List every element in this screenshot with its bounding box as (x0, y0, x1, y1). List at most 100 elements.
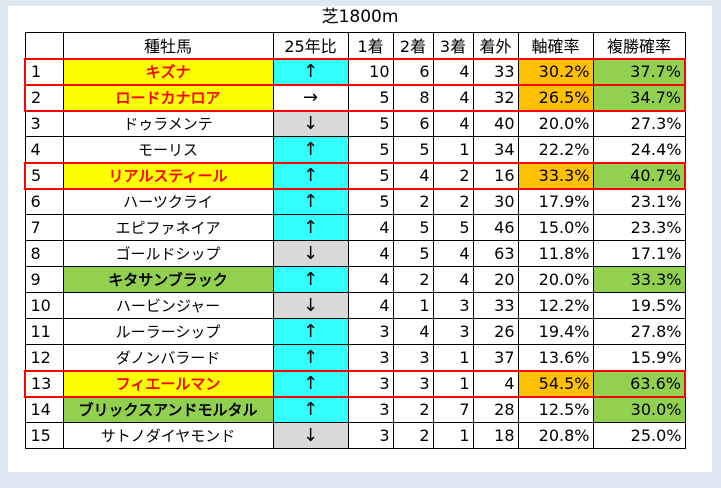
out-count: 28 (472, 396, 519, 423)
table-row: 13 フィエールマン ↑ 3 3 1 4 54.5% 63.6% (24, 369, 686, 398)
table-row: 6 ハーツクライ ↑ 5 2 2 30 17.9% 23.1% (24, 188, 686, 215)
trend-arrow-icon: ↓ (272, 292, 349, 319)
first-count: 5 (347, 83, 394, 112)
trend-arrow-icon: ↑ (272, 161, 349, 190)
axis-rate: 30.2% (517, 57, 594, 86)
place-rate: 24.4% (592, 136, 686, 163)
sire-stats-table: 種牡馬 25年比 1着 2着 3着 着外 軸確率 複勝確率 1 キズナ ↑ 10 6 4 3… (24, 32, 686, 449)
row-number: 8 (24, 240, 64, 267)
third-count: 4 (432, 57, 474, 86)
table-row: 10 ハービンジャー ↓ 4 1 3 33 12.2% 19.5% (24, 292, 686, 319)
second-count: 4 (392, 318, 434, 345)
trend-arrow-icon: ↑ (272, 396, 349, 423)
place-rate: 30.0% (592, 396, 686, 423)
third-count: 2 (432, 161, 474, 190)
out-count: 46 (472, 214, 519, 241)
trend-arrow-icon: ↑ (272, 136, 349, 163)
third-count: 3 (432, 318, 474, 345)
table-row: 11 ルーラーシップ ↑ 3 4 3 26 19.4% 27.8% (24, 318, 686, 345)
out-count: 32 (472, 83, 519, 112)
header-second: 2着 (392, 32, 434, 59)
trend-arrow-icon: ↑ (272, 266, 349, 293)
sire-name: ドゥラメンテ (62, 110, 274, 137)
trend-arrow-icon: ↓ (272, 240, 349, 267)
sire-name: フィエールマン (62, 369, 274, 398)
table-row: 3 ドゥラメンテ ↓ 5 6 4 40 20.0% 27.3% (24, 110, 686, 137)
third-count: 4 (432, 83, 474, 112)
header-axis-rate: 軸確率 (517, 32, 594, 59)
header-row: 種牡馬 25年比 1着 2着 3着 着外 軸確率 複勝確率 (24, 32, 686, 59)
sire-name: ダノンバラード (62, 344, 274, 371)
trend-arrow-icon: ↓ (272, 110, 349, 137)
sire-name: ルーラーシップ (62, 318, 274, 345)
row-number: 11 (24, 318, 64, 345)
table-row: 2 ロードカナロア → 5 8 4 32 26.5% 34.7% (24, 83, 686, 112)
sire-name: ゴールドシップ (62, 240, 274, 267)
out-count: 40 (472, 110, 519, 137)
second-count: 2 (392, 396, 434, 423)
first-count: 10 (347, 57, 394, 86)
row-number: 15 (24, 422, 64, 449)
first-count: 3 (347, 396, 394, 423)
trend-arrow-icon: → (272, 83, 349, 112)
third-count: 3 (432, 292, 474, 319)
place-rate: 34.7% (592, 83, 686, 112)
third-count: 1 (432, 344, 474, 371)
place-rate: 33.3% (592, 266, 686, 293)
out-count: 33 (472, 292, 519, 319)
axis-rate: 19.4% (517, 318, 594, 345)
out-count: 20 (472, 266, 519, 293)
place-rate: 15.9% (592, 344, 686, 371)
table-row: 15 サトノダイヤモンド ↓ 3 2 1 18 20.8% 25.0% (24, 422, 686, 449)
out-count: 63 (472, 240, 519, 267)
row-number: 14 (24, 396, 64, 423)
second-count: 2 (392, 422, 434, 449)
first-count: 4 (347, 266, 394, 293)
place-rate: 19.5% (592, 292, 686, 319)
place-rate: 40.7% (592, 161, 686, 190)
row-number: 2 (24, 83, 64, 112)
row-number: 6 (24, 188, 64, 215)
axis-rate: 54.5% (517, 369, 594, 398)
row-number: 10 (24, 292, 64, 319)
axis-rate: 33.3% (517, 161, 594, 190)
axis-rate: 20.8% (517, 422, 594, 449)
header-no (24, 32, 64, 59)
second-count: 4 (392, 161, 434, 190)
header-out: 着外 (472, 32, 519, 59)
first-count: 4 (347, 292, 394, 319)
trend-arrow-icon: ↑ (272, 344, 349, 371)
sire-name: ハーツクライ (62, 188, 274, 215)
table-row: 4 モーリス ↑ 5 5 1 34 22.2% 24.4% (24, 136, 686, 163)
first-count: 3 (347, 318, 394, 345)
sire-name: キタサンブラック (62, 266, 274, 293)
table-row: 12 ダノンバラード ↑ 3 3 1 37 13.6% 15.9% (24, 344, 686, 371)
header-trend: 25年比 (272, 32, 349, 59)
sire-name: サトノダイヤモンド (62, 422, 274, 449)
first-count: 3 (347, 422, 394, 449)
sire-name: ブリックスアンドモルタル (62, 396, 274, 423)
row-number: 4 (24, 136, 64, 163)
third-count: 1 (432, 369, 474, 398)
first-count: 5 (347, 110, 394, 137)
header-first: 1着 (347, 32, 394, 59)
place-rate: 23.1% (592, 188, 686, 215)
axis-rate: 22.2% (517, 136, 594, 163)
spreadsheet-area: 芝1800m 種牡馬 25年比 1着 2着 3着 着外 軸確率 複勝確率 (8, 6, 712, 472)
third-count: 4 (432, 266, 474, 293)
first-count: 5 (347, 136, 394, 163)
trend-arrow-icon: ↑ (272, 214, 349, 241)
third-count: 7 (432, 396, 474, 423)
second-count: 2 (392, 266, 434, 293)
third-count: 2 (432, 188, 474, 215)
place-rate: 25.0% (592, 422, 686, 449)
second-count: 5 (392, 136, 434, 163)
first-count: 5 (347, 161, 394, 190)
table-row: 5 リアルスティール ↑ 5 4 2 16 33.3% 40.7% (24, 161, 686, 190)
sire-name: ロードカナロア (62, 83, 274, 112)
sire-name: ハービンジャー (62, 292, 274, 319)
out-count: 18 (472, 422, 519, 449)
trend-arrow-icon: ↑ (272, 318, 349, 345)
place-rate: 17.1% (592, 240, 686, 267)
first-count: 4 (347, 240, 394, 267)
